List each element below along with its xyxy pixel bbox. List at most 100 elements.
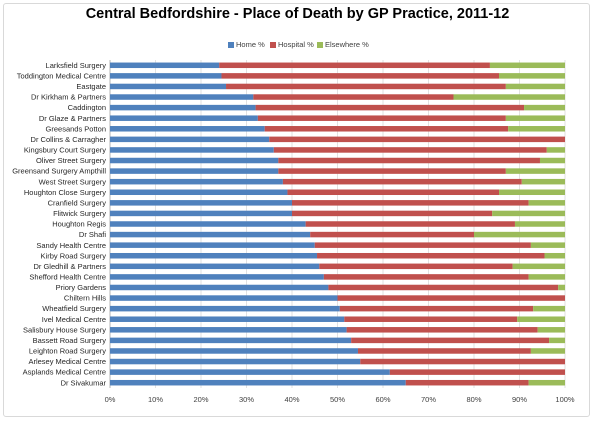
bar-segment-home: [110, 369, 390, 375]
chart-frame: [3, 3, 590, 417]
bar-segment-home: [110, 147, 274, 153]
bar-segment-elsewhere: [505, 168, 565, 174]
bar-segment-home: [110, 348, 358, 354]
bar-segment-hospital: [292, 200, 529, 206]
bar-segment-elsewhere: [508, 126, 565, 132]
bar-segment-elsewhere: [533, 305, 565, 312]
x-tick-label: 60%: [375, 395, 390, 404]
bar-segment-hospital: [328, 284, 559, 291]
bar-segment-hospital: [292, 210, 493, 217]
bar-segment-home: [110, 62, 220, 69]
bar-segment-home: [110, 189, 288, 196]
bar-segment-hospital: [319, 263, 513, 270]
bar-segment-home: [110, 210, 292, 217]
category-label: Greensand Surgery Ampthill: [12, 167, 106, 176]
bar-segment-elsewhere: [517, 316, 565, 322]
category-label: Dr Glaze & Partners: [39, 114, 106, 123]
bar-segment-hospital: [339, 305, 534, 312]
chart-title: Central Bedfordshire - Place of Death by…: [85, 6, 510, 22]
bar-segment-home: [110, 83, 227, 90]
legend-swatch-elsewhere: [317, 42, 323, 48]
bar-segment-elsewhere: [505, 83, 565, 90]
bar-segment-hospital: [357, 348, 531, 354]
bar-segment-elsewhere: [528, 274, 565, 280]
bar-segment-elsewhere: [539, 157, 565, 164]
category-label: Arlesey Medical Centre: [28, 357, 106, 366]
bar-segment-hospital: [317, 252, 545, 259]
bar-segment-home: [110, 305, 340, 312]
bar-segment-hospital: [219, 62, 490, 69]
x-tick-label: 100%: [555, 395, 575, 404]
bar-segment-home: [110, 263, 320, 270]
category-label: Caddington: [68, 103, 106, 112]
bar-segment-elsewhere: [528, 200, 565, 206]
bar-segment-hospital: [389, 369, 565, 375]
category-label: Dr Shafi: [79, 230, 106, 239]
category-label: Houghton Regis: [52, 220, 106, 229]
bar-segment-hospital: [269, 136, 565, 143]
bar-segment-elsewhere: [558, 284, 565, 291]
category-label: Cranfield Surgery: [48, 198, 107, 207]
bar-segment-home: [110, 337, 352, 344]
category-label: West Street Surgery: [39, 177, 107, 186]
x-tick-label: 20%: [193, 395, 208, 404]
bar-segment-elsewhere: [453, 94, 565, 100]
category-label: Shefford Health Centre: [29, 273, 106, 282]
category-label: Priory Gardens: [56, 283, 107, 292]
bar-segment-elsewhere: [546, 147, 565, 153]
x-tick-label: 30%: [239, 395, 254, 404]
category-label: Sandy Health Centre: [36, 241, 106, 250]
category-label: Greesands Potton: [46, 124, 106, 133]
bar-segment-home: [110, 327, 347, 333]
legend-label-hospital: Hospital %: [278, 40, 314, 49]
legend-swatch-hospital: [270, 42, 276, 48]
bar-segment-home: [110, 274, 324, 280]
bar-segment-elsewhere: [528, 379, 565, 386]
category-label: Dr Gledhill & Partners: [33, 262, 106, 271]
x-tick-label: 70%: [421, 395, 436, 404]
bar-segment-elsewhere: [489, 62, 565, 69]
bar-segment-elsewhere: [505, 115, 565, 121]
bar-segment-hospital: [346, 327, 538, 333]
legend-swatch-home: [228, 42, 234, 48]
bar-segment-hospital: [282, 178, 522, 185]
category-label: Leighton Road Surgery: [29, 347, 106, 356]
bar-segment-home: [110, 73, 222, 79]
bar-segment-home: [110, 115, 258, 121]
bar-segment-hospital: [351, 337, 550, 344]
bar-segment-elsewhere: [492, 210, 565, 217]
bar-segment-hospital: [323, 274, 529, 280]
bar-segment-elsewhere: [521, 178, 565, 185]
bar-segment-hospital: [287, 189, 500, 196]
bar-segment-elsewhere: [499, 189, 565, 196]
bar-segment-hospital: [253, 94, 454, 100]
category-label: Larksfield Surgery: [46, 61, 107, 70]
bar-segment-home: [110, 168, 279, 174]
category-label: Flitwick Surgery: [53, 209, 106, 218]
category-label: Kirby Road Surgery: [41, 251, 107, 260]
bar-segment-home: [110, 200, 292, 206]
legend-label-elsewhere: Elsewhere %: [325, 40, 369, 49]
bar-segment-elsewhere: [530, 242, 565, 248]
bar-segment-home: [110, 252, 318, 259]
bar-segment-home: [110, 126, 265, 132]
bar-segment-home: [110, 358, 361, 365]
bar-segment-elsewhere: [549, 337, 565, 344]
bar-segment-hospital: [314, 242, 531, 248]
x-tick-label: 10%: [148, 395, 163, 404]
bar-segment-hospital: [405, 379, 529, 386]
bar-segment-home: [110, 94, 254, 100]
category-label: Dr Kirkham & Partners: [31, 93, 106, 102]
category-label: Oliver Street Surgery: [36, 156, 106, 165]
bar-segment-hospital: [278, 168, 506, 174]
bar-segment-hospital: [273, 147, 547, 153]
bar-segment-elsewhere: [514, 221, 565, 227]
bar-segment-home: [110, 136, 270, 143]
bar-segment-home: [110, 178, 283, 185]
bar-segment-home: [110, 316, 345, 322]
bar-segment-hospital: [344, 316, 518, 322]
category-label: Houghton Close Surgery: [24, 188, 106, 197]
x-tick-label: 40%: [284, 395, 299, 404]
bar-segment-elsewhere: [512, 263, 565, 270]
